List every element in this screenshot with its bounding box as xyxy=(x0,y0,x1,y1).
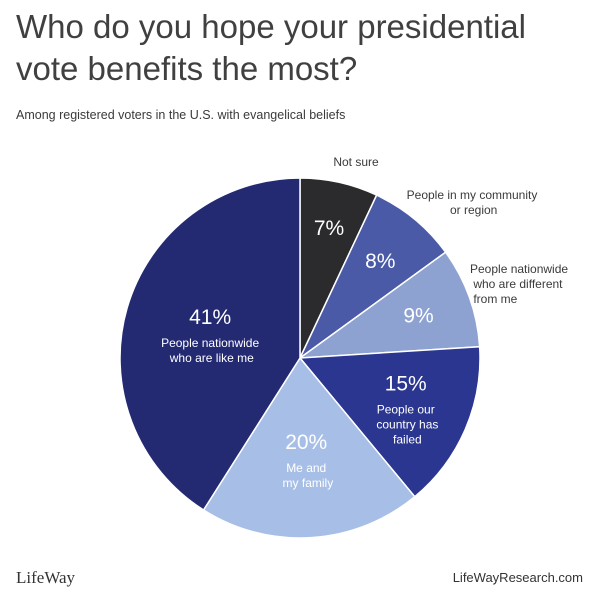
pie-category-label: Me and my family xyxy=(279,461,333,490)
pie-value-label: 41% xyxy=(189,306,231,329)
pie-slice-people-nationwide-who-are-different-from-me xyxy=(297,251,481,359)
pie-value-label: 15% xyxy=(385,372,427,395)
pie-chart: 7% Not sure 8% People in my community or re… xyxy=(119,155,568,539)
site-url: LifeWayResearch.com xyxy=(452,570,583,585)
pie-value-label-people-nationwide-who-are-different-from-me: 9% xyxy=(403,304,433,327)
pie-category-label-people-nationwide-who-are-different-from-me: People nationwide who are different from… xyxy=(470,262,568,306)
pie-value-label: 20% xyxy=(285,431,327,454)
pie-value-label-people-in-my-community-or-region: 8% xyxy=(365,250,395,273)
pie-value-label-not-sure: 7% xyxy=(314,217,344,240)
pie-category-label-people-in-my-community-or-region: People in my community or region xyxy=(407,188,538,217)
pie-category-label: People nationwide who are like me xyxy=(161,336,259,365)
chart-subtitle: Among registered voters in the U.S. with… xyxy=(16,108,346,122)
pie-labels: 7% Not sure 8% People in my community or re… xyxy=(161,155,568,490)
lifeway-logo: LifeWay xyxy=(16,568,76,587)
pie-slice-me-and-my-family xyxy=(202,356,416,539)
pie-label-me-and-my-family: 20% Me and my family xyxy=(279,431,333,490)
chart-title: Who do you hope your presidential vote b… xyxy=(16,8,526,87)
pie-slices xyxy=(119,177,481,539)
pie-category-label: People our country has failed xyxy=(373,402,438,446)
pie-slice-people-nationwide-who-are-like-me xyxy=(119,177,301,512)
pie-label-people-nationwide-who-are-like-me: 41% People nationwide who are like me xyxy=(161,306,259,365)
pie-label-people-our-country-has-failed: 15% People our country has failed xyxy=(373,372,438,446)
pie-slice-people-our-country-has-failed xyxy=(298,345,481,498)
pie-category-label-not-sure: Not sure xyxy=(333,155,379,169)
pie-slice-people-in-my-community-or-region xyxy=(299,194,447,359)
